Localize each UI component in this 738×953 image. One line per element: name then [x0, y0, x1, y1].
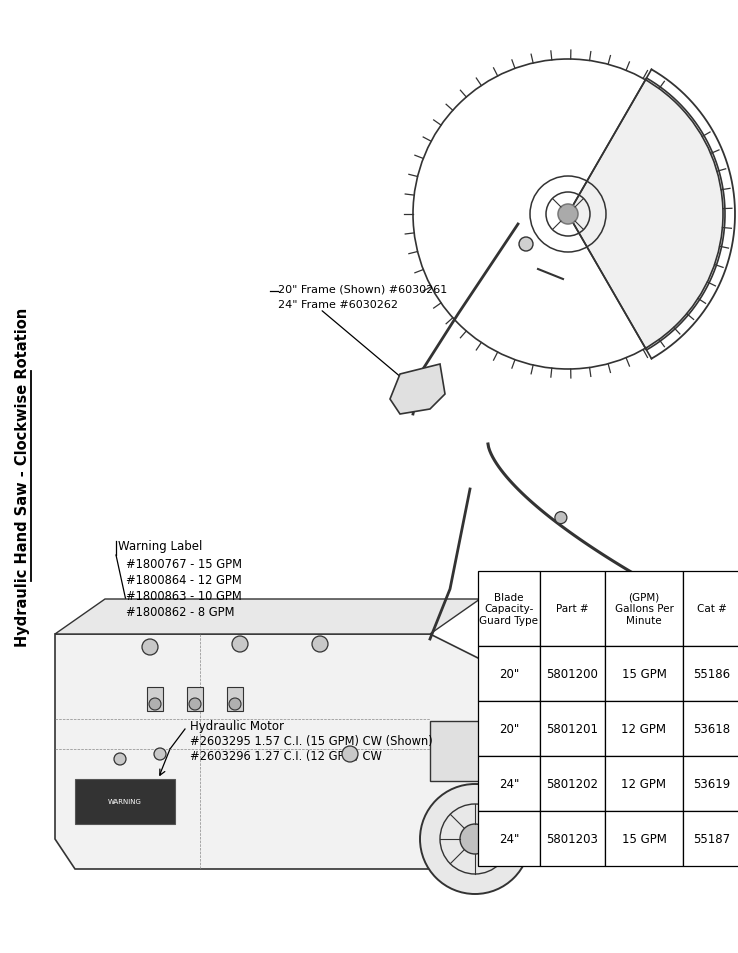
- Bar: [683, 701, 738, 757]
- Text: 55186: 55186: [694, 667, 731, 680]
- Text: 12 GPM: 12 GPM: [621, 722, 666, 735]
- Text: WARNING: WARNING: [108, 799, 142, 804]
- Bar: [683, 811, 738, 866]
- Bar: [478, 572, 540, 646]
- Bar: [683, 572, 738, 646]
- Circle shape: [555, 512, 567, 524]
- Circle shape: [232, 637, 248, 652]
- Circle shape: [460, 824, 490, 854]
- Text: 24": 24": [499, 778, 520, 790]
- Text: Hydraulic Motor: Hydraulic Motor: [190, 720, 284, 732]
- Text: 15 GPM: 15 GPM: [621, 832, 666, 845]
- Circle shape: [558, 205, 578, 225]
- Bar: [478, 701, 540, 757]
- Circle shape: [229, 699, 241, 710]
- Text: #1800863 - 10 GPM: #1800863 - 10 GPM: [126, 589, 242, 602]
- Text: Blade
Capacity-
Guard Type: Blade Capacity- Guard Type: [480, 592, 539, 625]
- Text: 55187: 55187: [694, 832, 731, 845]
- Text: 20" Frame (Shown) #6030261: 20" Frame (Shown) #6030261: [278, 285, 447, 294]
- Bar: [478, 646, 540, 701]
- Text: 24" Frame #6030262: 24" Frame #6030262: [278, 299, 398, 310]
- Bar: [540, 646, 605, 701]
- Text: #1800864 - 12 GPM: #1800864 - 12 GPM: [126, 574, 242, 586]
- Bar: [478, 757, 540, 811]
- Text: 15 GPM: 15 GPM: [621, 667, 666, 680]
- Circle shape: [312, 637, 328, 652]
- Bar: [540, 701, 605, 757]
- Text: Cat #: Cat #: [697, 604, 727, 614]
- Bar: [683, 646, 738, 701]
- Text: (GPM)
Gallons Per
Minute: (GPM) Gallons Per Minute: [615, 592, 674, 625]
- Text: Hydraulic Hand Saw - Clockwise Rotation: Hydraulic Hand Saw - Clockwise Rotation: [15, 307, 30, 646]
- Bar: [187, 687, 203, 711]
- Text: #2603296 1.27 C.I. (12 GPM) CW: #2603296 1.27 C.I. (12 GPM) CW: [190, 749, 382, 762]
- Circle shape: [142, 639, 158, 656]
- Text: 5801201: 5801201: [547, 722, 599, 735]
- Circle shape: [149, 699, 161, 710]
- Bar: [430, 721, 485, 781]
- Bar: [605, 646, 683, 701]
- Text: #1800767 - 15 GPM: #1800767 - 15 GPM: [126, 558, 242, 571]
- Circle shape: [342, 746, 358, 762]
- Text: #2603295 1.57 C.I. (15 GPM) CW (Shown): #2603295 1.57 C.I. (15 GPM) CW (Shown): [190, 734, 432, 747]
- Bar: [605, 572, 683, 646]
- Bar: [540, 757, 605, 811]
- Bar: [683, 757, 738, 811]
- Bar: [605, 811, 683, 866]
- Text: 24": 24": [499, 832, 520, 845]
- Bar: [540, 811, 605, 866]
- Text: 20": 20": [499, 722, 519, 735]
- Circle shape: [189, 699, 201, 710]
- Polygon shape: [390, 365, 445, 415]
- Text: 5801202: 5801202: [547, 778, 599, 790]
- Text: #1800862 - 8 GPM: #1800862 - 8 GPM: [126, 605, 235, 618]
- Polygon shape: [55, 599, 480, 635]
- Bar: [227, 687, 243, 711]
- Circle shape: [420, 784, 530, 894]
- Text: 53619: 53619: [694, 778, 731, 790]
- Bar: [605, 701, 683, 757]
- Text: Part #: Part #: [556, 604, 589, 614]
- Bar: [605, 757, 683, 811]
- Text: 5801203: 5801203: [547, 832, 599, 845]
- Bar: [540, 572, 605, 646]
- Polygon shape: [55, 635, 480, 869]
- Bar: [147, 687, 163, 711]
- Circle shape: [154, 748, 166, 760]
- Text: 53618: 53618: [694, 722, 731, 735]
- Bar: [478, 811, 540, 866]
- Circle shape: [519, 237, 533, 252]
- Text: 20": 20": [499, 667, 519, 680]
- Circle shape: [114, 753, 126, 765]
- Text: Warning Label: Warning Label: [118, 539, 202, 553]
- Bar: [75, 780, 175, 824]
- Text: 5801200: 5801200: [547, 667, 599, 680]
- Text: 12 GPM: 12 GPM: [621, 778, 666, 790]
- Circle shape: [680, 597, 696, 613]
- Polygon shape: [568, 79, 725, 351]
